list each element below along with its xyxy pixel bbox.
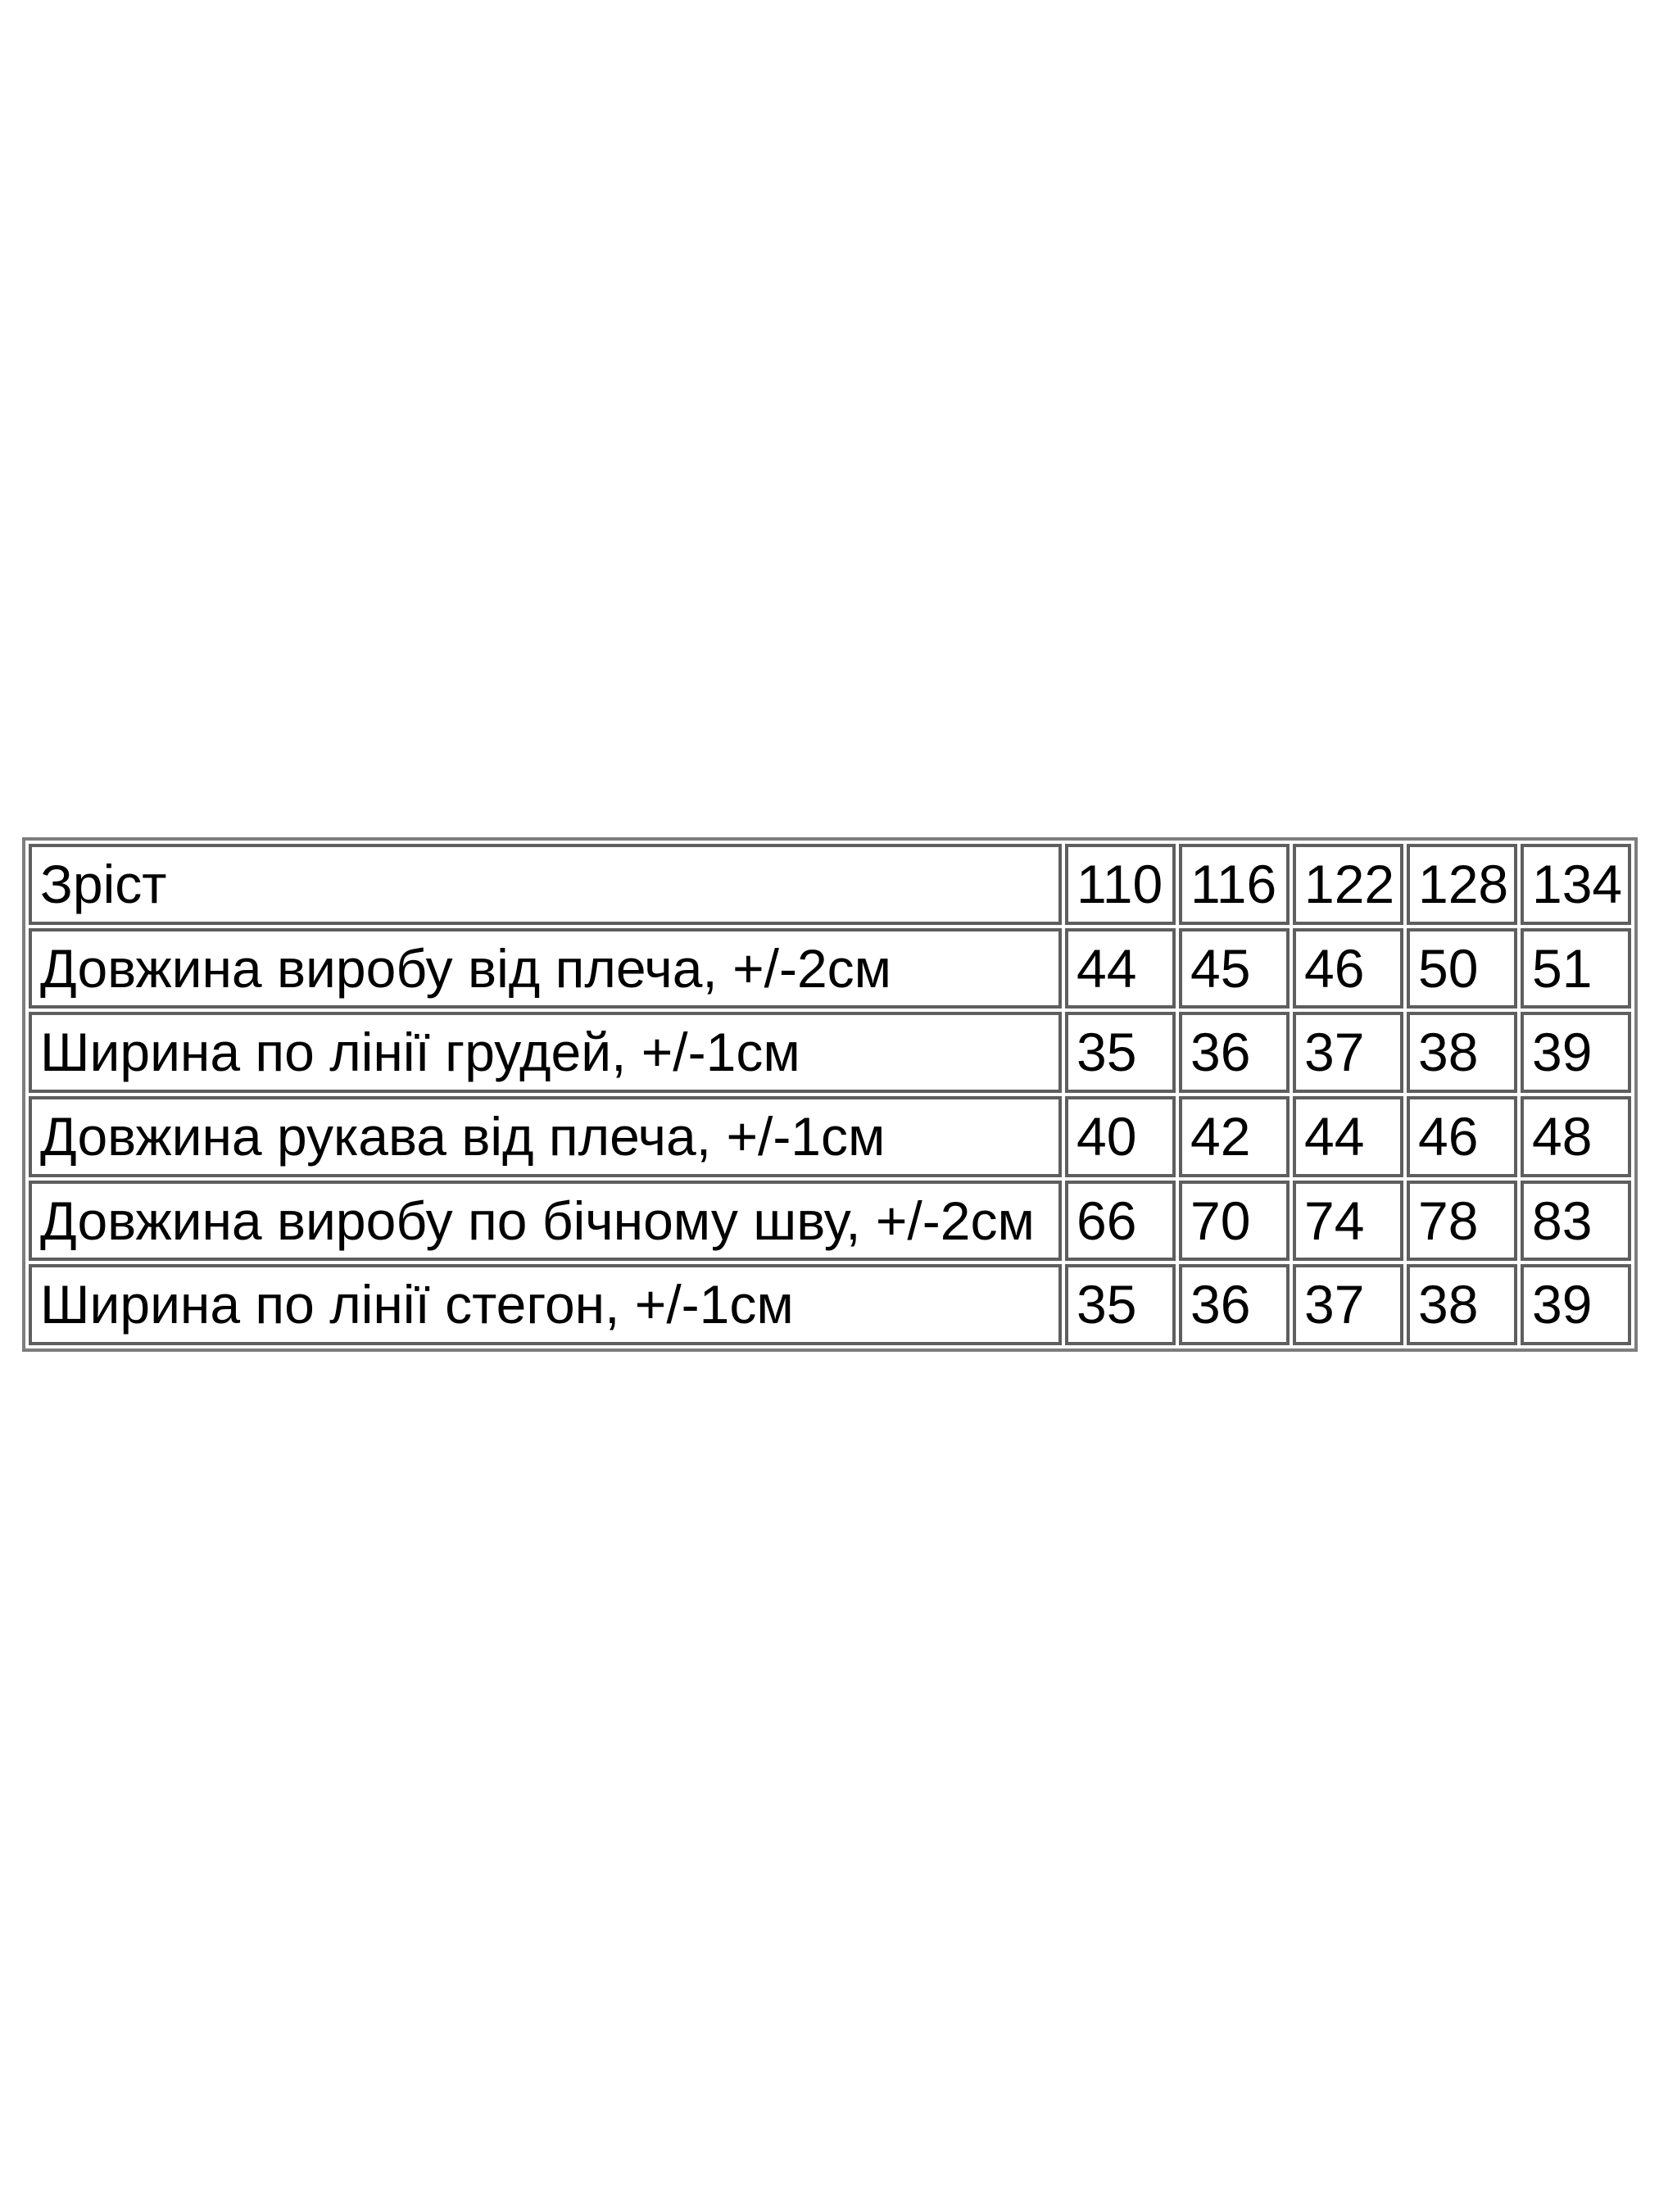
measurement-value-cell: 46 [1407, 1095, 1517, 1177]
measurement-value-cell: 36 [1179, 1012, 1290, 1093]
measurement-value-cell: 44 [1293, 1095, 1403, 1177]
size-value-cell: 128 [1407, 844, 1517, 925]
measurement-value-cell: 78 [1407, 1180, 1517, 1262]
measurement-value-cell: 50 [1407, 927, 1517, 1009]
measurement-value-cell: 83 [1521, 1180, 1631, 1262]
measurement-value-cell: 38 [1407, 1012, 1517, 1093]
size-chart-table: Зріст 110 116 122 128 134 Довжина виробу… [22, 837, 1638, 1352]
table-row-header: Зріст 110 116 122 128 134 [29, 844, 1631, 925]
table-row: Довжина рукава від плеча, +/-1см 40 42 4… [29, 1095, 1631, 1177]
size-value-cell: 116 [1179, 844, 1290, 925]
measurement-value-cell: 74 [1293, 1180, 1403, 1262]
table-row: Довжина виробу від плеча, +/-2см 44 45 4… [29, 927, 1631, 1009]
size-value-cell: 110 [1065, 844, 1176, 925]
measurement-value-cell: 36 [1179, 1264, 1290, 1345]
row-label-cell: Довжина рукава від плеча, +/-1см [29, 1095, 1062, 1177]
row-label-cell: Ширина по лінії стегон, +/-1см [29, 1264, 1062, 1345]
measurement-value-cell: 66 [1065, 1180, 1176, 1262]
table-row: Ширина по лінії грудей, +/-1см 35 36 37 … [29, 1012, 1631, 1093]
measurement-value-cell: 39 [1521, 1264, 1631, 1345]
measurement-value-cell: 45 [1179, 927, 1290, 1009]
row-label-cell: Ширина по лінії грудей, +/-1см [29, 1012, 1062, 1093]
measurement-value-cell: 48 [1521, 1095, 1631, 1177]
size-value-cell: 134 [1521, 844, 1631, 925]
measurement-value-cell: 46 [1293, 927, 1403, 1009]
measurement-value-cell: 42 [1179, 1095, 1290, 1177]
measurement-value-cell: 37 [1293, 1012, 1403, 1093]
measurement-value-cell: 70 [1179, 1180, 1290, 1262]
measurement-value-cell: 44 [1065, 927, 1176, 1009]
row-label-cell: Довжина виробу по бічному шву, +/-2см [29, 1180, 1062, 1262]
measurement-value-cell: 38 [1407, 1264, 1517, 1345]
table-row: Довжина виробу по бічному шву, +/-2см 66… [29, 1180, 1631, 1262]
measurement-value-cell: 40 [1065, 1095, 1176, 1177]
row-label-cell: Зріст [29, 844, 1062, 925]
table-row: Ширина по лінії стегон, +/-1см 35 36 37 … [29, 1264, 1631, 1345]
measurement-value-cell: 39 [1521, 1012, 1631, 1093]
row-label-cell: Довжина виробу від плеча, +/-2см [29, 927, 1062, 1009]
size-value-cell: 122 [1293, 844, 1403, 925]
measurement-value-cell: 51 [1521, 927, 1631, 1009]
measurement-value-cell: 35 [1065, 1264, 1176, 1345]
measurement-value-cell: 37 [1293, 1264, 1403, 1345]
measurement-value-cell: 35 [1065, 1012, 1176, 1093]
